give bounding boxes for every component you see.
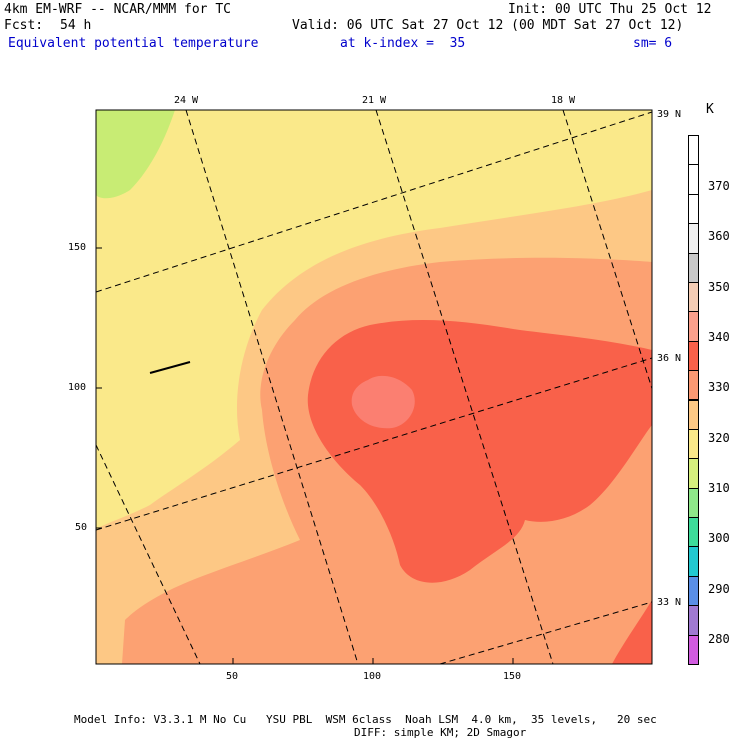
colorbar-label: 300: [708, 531, 730, 545]
colorbar-swatch: [688, 487, 699, 519]
colorbar-swatch: [688, 370, 699, 401]
colorbar-unit: K: [706, 102, 714, 117]
axis-ticks: [96, 247, 514, 664]
graticule: [96, 110, 652, 664]
lon-label-18w: 18 W: [551, 95, 576, 106]
y-tick-50: 50: [75, 522, 88, 533]
colorbar-swatch: [688, 311, 699, 342]
init-time: Init: 00 UTC Thu 25 Oct 12: [508, 2, 712, 17]
lon-label-21w: 21 W: [362, 95, 387, 106]
lon-label-24w: 24 W: [174, 95, 199, 106]
colorbar-label: 350: [708, 280, 730, 294]
band-345-core: [351, 375, 415, 429]
colorbar-label: 310: [708, 481, 730, 495]
meridian-24w: [185, 110, 359, 664]
y-tick-100: 100: [68, 382, 87, 393]
field-name: Equivalent potential temperature: [8, 36, 259, 51]
colorbar-label: 280: [708, 632, 730, 646]
parallel-39n: [96, 111, 652, 293]
colorbar-swatch: [688, 458, 699, 489]
colorbar-label: 330: [708, 380, 730, 394]
colorbar-swatch: [688, 605, 699, 636]
colorbar-swatch: [688, 575, 699, 607]
colorbar-swatch: [688, 546, 699, 577]
meridian-18w: [562, 110, 652, 391]
band-315: [96, 110, 175, 199]
x-tick-50: 50: [226, 671, 239, 682]
x-tick-150: 150: [503, 671, 522, 682]
colorbar-swatch: [688, 252, 699, 283]
x-tick-100: 100: [363, 671, 382, 682]
colorbar-label: 320: [708, 431, 730, 445]
forecast-hours: 54 h: [60, 18, 92, 33]
valid-time: Valid: 06 UTC Sat 27 Oct 12 (00 MDT Sat …: [292, 18, 684, 33]
meridian-27w: [96, 444, 201, 664]
colorbar-swatch: [688, 517, 699, 548]
colorbar-label: 290: [708, 582, 730, 596]
smoothing-info: sm= 6: [633, 36, 673, 51]
lat-label-33n: 33 N: [657, 597, 682, 608]
colorbar-swatch: [688, 281, 699, 313]
parallel-36n: [96, 357, 652, 531]
colorbar-label: 370: [708, 179, 730, 193]
model-info: Model Info: V3.3.1 M No Cu YSU PBL WSM 6…: [74, 713, 657, 726]
y-tick-150: 150: [68, 242, 87, 253]
diffusion-info: DIFF: simple KM; 2D Smagor: [354, 726, 527, 739]
colorbar-swatch: [688, 340, 699, 372]
level-info: at k-index = 35: [340, 36, 466, 51]
colorbar-swatch: [688, 634, 699, 665]
lat-label-39n: 39 N: [657, 109, 682, 120]
colorbar-swatch: [688, 399, 699, 430]
meridian-21w: [375, 110, 554, 664]
colorbar-swatch: [688, 193, 699, 225]
lat-label-36n: 36 N: [657, 353, 682, 364]
forecast-label: Fcst:: [4, 18, 44, 33]
colorbar-label: 360: [708, 229, 730, 243]
model-title: 4km EM-WRF -- NCAR/MMM for TC: [4, 2, 231, 17]
band-340-south: [612, 600, 652, 664]
colorbar-swatch: [688, 223, 699, 254]
colorbar-swatch: [688, 135, 699, 166]
colorbar-label: 340: [708, 330, 730, 344]
colorbar-swatch: [688, 428, 699, 460]
parallel-33n: [439, 601, 652, 664]
wind-barb: [149, 361, 191, 374]
theta-e-fill: [96, 110, 652, 664]
colorbar-swatch: [688, 164, 699, 195]
